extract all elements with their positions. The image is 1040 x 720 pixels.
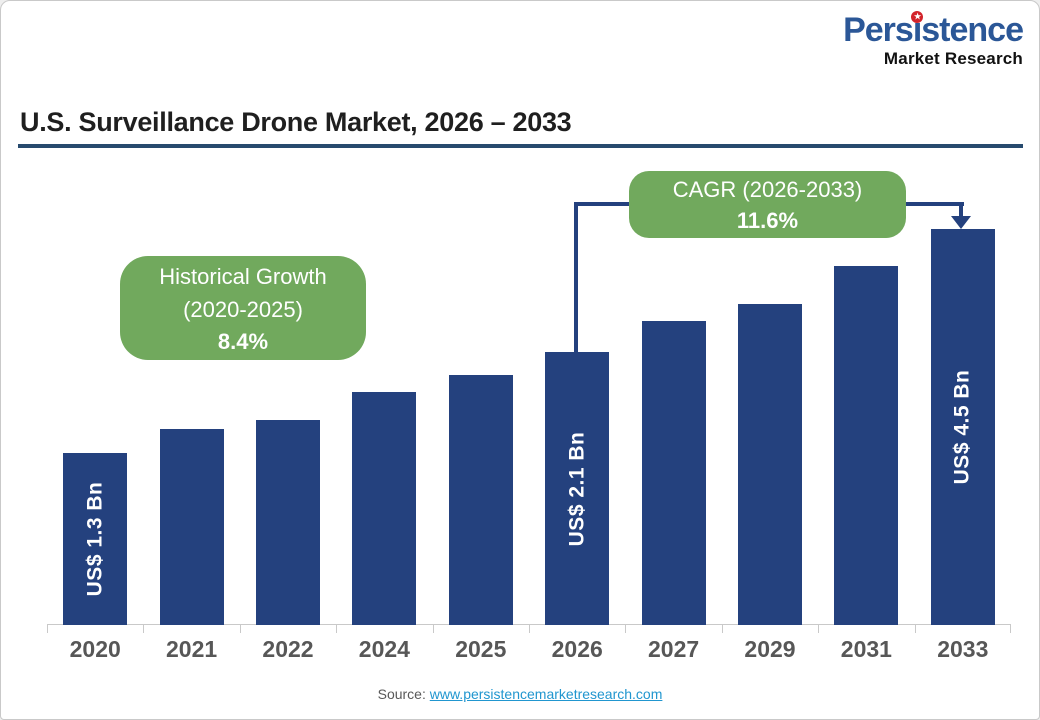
x-axis-tick bbox=[432, 624, 434, 633]
logo-tagline: Market Research bbox=[883, 49, 1023, 68]
logo-brand-pre: Pers bbox=[843, 11, 914, 49]
cagr-connector-right-horizontal bbox=[904, 202, 964, 206]
x-axis-tick bbox=[721, 624, 723, 633]
x-axis-label-2033: 2033 bbox=[937, 636, 989, 662]
logo-brand-i: i ★ bbox=[911, 11, 924, 49]
x-axis-tick bbox=[529, 624, 530, 633]
cagr-arrow-down-icon bbox=[951, 216, 971, 229]
bar-2025 bbox=[448, 375, 513, 625]
bar-2031 bbox=[834, 266, 899, 625]
historical-growth-callout: Historical Growth (2020-2025) 8.4% bbox=[120, 256, 366, 360]
logo-brand: Persi ★ stence bbox=[843, 11, 1024, 49]
x-axis-tick bbox=[625, 624, 627, 633]
bar-value-label-2026: US$ 2.1 Bn bbox=[565, 431, 589, 546]
x-axis-label-2024: 2024 bbox=[358, 636, 410, 662]
x-axis-tick bbox=[818, 624, 820, 633]
x-axis-label-2022: 2022 bbox=[262, 636, 314, 662]
bar-2020: US$ 1.3 Bn bbox=[63, 453, 128, 625]
source-link[interactable]: www.persistencemarketresearch.com bbox=[429, 686, 663, 702]
x-axis-tick bbox=[914, 624, 916, 633]
bar-2027 bbox=[641, 321, 706, 625]
x-axis-tick bbox=[239, 624, 241, 633]
logo-star-icon: ★ bbox=[911, 11, 924, 23]
x-axis-tick bbox=[336, 624, 338, 633]
plot-area: US$ 1.3 Bn 2020 2021 2022 2024 2025 US$ 2.1 Bn… bbox=[47, 151, 1011, 662]
x-axis-label-2029: 2029 bbox=[744, 636, 796, 662]
x-axis-label-2021: 2021 bbox=[166, 636, 218, 662]
cagr-callout: CAGR (2026-2033) 11.6% bbox=[629, 171, 906, 238]
cagr-value: 11.6% bbox=[736, 207, 799, 233]
logo-brand-post: stence bbox=[921, 11, 1024, 49]
bar-2026: US$ 2.1 Bn bbox=[545, 352, 610, 625]
x-axis-label-2031: 2031 bbox=[840, 636, 892, 662]
cagr-connector-right-vertical bbox=[959, 202, 963, 218]
bar-value-label-2033: US$ 4.5 Bn bbox=[950, 369, 974, 485]
historical-growth-period: (2020-2025) bbox=[183, 296, 303, 322]
x-axis-tick bbox=[143, 624, 145, 633]
bar-2021 bbox=[159, 429, 224, 625]
source-prefix: Source: bbox=[377, 686, 426, 702]
historical-growth-value: 8.4% bbox=[217, 328, 269, 354]
bar-2022 bbox=[256, 420, 320, 625]
page-title: U.S. Surveillance Drone Market, 2026 – 2… bbox=[20, 107, 572, 137]
x-axis-tick bbox=[1010, 624, 1011, 633]
bar-value-label-2020: US$ 1.3 Bn bbox=[83, 481, 107, 597]
cagr-label: CAGR (2026-2033) bbox=[672, 176, 863, 202]
cagr-connector-left-horizontal bbox=[574, 202, 631, 206]
x-axis-tick bbox=[47, 624, 48, 633]
bar-2024 bbox=[352, 392, 417, 625]
x-axis-label-2020: 2020 bbox=[69, 636, 121, 662]
x-axis-label-2026: 2026 bbox=[551, 636, 603, 662]
cagr-connector-left-vertical bbox=[574, 202, 578, 354]
bar-2029 bbox=[738, 304, 802, 625]
title-underline bbox=[18, 144, 1023, 148]
source-line: Source: www.persistencemarketresearch.co… bbox=[1, 686, 1039, 702]
x-axis-label-2027: 2027 bbox=[648, 636, 700, 662]
bar-2033: US$ 4.5 Bn bbox=[930, 229, 995, 625]
x-axis-label-2025: 2025 bbox=[455, 636, 507, 662]
historical-growth-label: Historical Growth bbox=[159, 263, 327, 289]
logo: Persi ★ stence Market Research bbox=[843, 11, 1024, 68]
